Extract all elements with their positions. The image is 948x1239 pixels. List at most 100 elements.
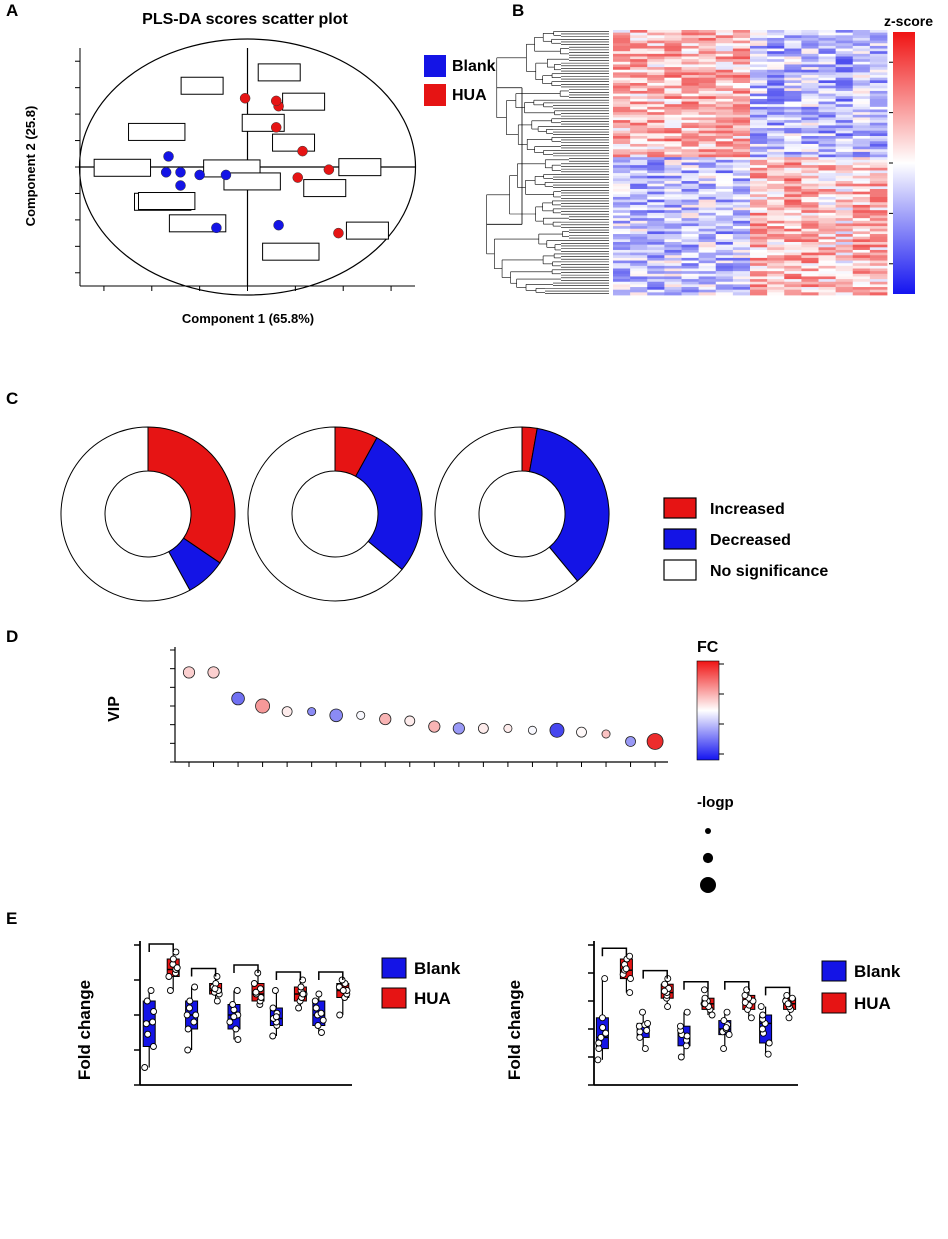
heatmap-cell [869, 207, 888, 211]
heatmap-cell [715, 242, 734, 246]
heatmap-cell [630, 98, 648, 102]
heatmap-cell [767, 165, 785, 169]
heatmap-cell [835, 43, 854, 47]
heatmap-cell [630, 114, 648, 118]
heatmap-cell [630, 56, 648, 60]
heatmap-cells [613, 30, 888, 296]
heatmap-cell [852, 51, 871, 55]
heatmap-cell [630, 154, 648, 158]
heatmap-cell [784, 287, 802, 291]
heatmap-cell [613, 75, 631, 79]
heatmap-cell [613, 138, 631, 142]
heatmap-cell [664, 284, 682, 288]
heatmap-cell [715, 133, 734, 137]
heatmap-cell [715, 59, 734, 63]
heatmap-cell [715, 112, 734, 116]
heatmap-cell [818, 162, 837, 166]
heatmap-cell [818, 249, 837, 253]
heatmap-cell [715, 90, 734, 94]
heatmap-cell [750, 242, 768, 246]
heatmap-cell [818, 122, 837, 126]
heatmap-cell [835, 265, 854, 269]
heatmap-cell [767, 202, 785, 206]
heatmap-cell [835, 35, 854, 39]
e2-legend-hua-label: HUA [854, 994, 891, 1013]
heatmap-cell [869, 157, 888, 161]
heatmap-cell [630, 45, 648, 49]
heatmap-cell [767, 194, 785, 198]
heatmap-cell [852, 48, 871, 52]
vip-point [255, 698, 271, 714]
heatmap-cell [801, 249, 819, 253]
heatmap-cell [750, 37, 768, 41]
heatmap-cell [664, 181, 682, 185]
heatmap-cell [698, 178, 717, 182]
heatmap-cell [869, 170, 888, 174]
heatmap-cell [681, 252, 700, 256]
heatmap-cell [801, 45, 819, 49]
heatmap-cell [664, 231, 682, 235]
heatmap-cell [647, 189, 665, 193]
heatmap-cell [801, 260, 819, 264]
heatmap-cell [835, 37, 854, 41]
heatmap-cell [852, 30, 871, 34]
heatmap-cell [647, 104, 665, 108]
heatmap-cell [750, 178, 768, 182]
heatmap-cell [750, 284, 768, 288]
heatmap-cell [647, 43, 665, 47]
data-point [150, 1043, 157, 1050]
panel-label-b: B [512, 1, 524, 20]
heatmap-cell [647, 287, 665, 291]
donut-charts: Increased Decreased No significance [60, 426, 828, 602]
heatmap-cell [869, 231, 888, 235]
heatmap-cell [784, 90, 802, 94]
heatmap-cell [647, 228, 665, 232]
heatmap-cell [681, 114, 700, 118]
heatmap-cell [715, 244, 734, 248]
heatmap-cell [715, 218, 734, 222]
heatmap-cell [750, 120, 768, 124]
heatmap-cell [750, 96, 768, 100]
heatmap-cell [613, 247, 631, 251]
heatmap-cell [784, 236, 802, 240]
heatmap-cell [767, 117, 785, 121]
heatmap-cell [698, 136, 717, 140]
heatmap-cell [750, 75, 768, 79]
heatmap-cell [869, 226, 888, 230]
heatmap-cell [818, 90, 837, 94]
heatmap-cell [784, 231, 802, 235]
heatmap-cell [852, 194, 871, 198]
heatmap-cell [664, 104, 682, 108]
heatmap-cell [818, 244, 837, 248]
heatmap-cell [750, 85, 768, 89]
heatmap-cell [818, 77, 837, 81]
heatmap-cell [647, 162, 665, 166]
heatmap-cell [613, 106, 631, 110]
heatmap-cell [698, 284, 717, 288]
heatmap-cell [732, 30, 751, 34]
heatmap-cell [801, 271, 819, 275]
heatmap-cell [715, 207, 734, 211]
heatmap-cell [869, 281, 888, 285]
heatmap-cell [681, 77, 700, 81]
vip-point [329, 708, 343, 723]
heatmap-cell [630, 90, 648, 94]
heatmap-cell [784, 96, 802, 100]
heatmap-cell [630, 212, 648, 216]
heatmap-cell [784, 273, 802, 277]
heatmap-cell [818, 104, 837, 108]
heatmap-cell [767, 252, 785, 256]
heatmap-cell [784, 154, 802, 158]
heatmap-cell [784, 170, 802, 174]
heatmap-cell [818, 48, 837, 52]
heatmap-cell [835, 106, 854, 110]
heatmap-cell [613, 242, 631, 246]
heatmap-cell [681, 186, 700, 190]
heatmap-cell [681, 117, 700, 121]
heatmap-cell [647, 173, 665, 177]
heatmap-cell [630, 88, 648, 92]
heatmap-cell [767, 284, 785, 288]
heatmap-cell [613, 35, 631, 39]
heatmap-cell [869, 80, 888, 84]
heatmap-cell [852, 96, 871, 100]
